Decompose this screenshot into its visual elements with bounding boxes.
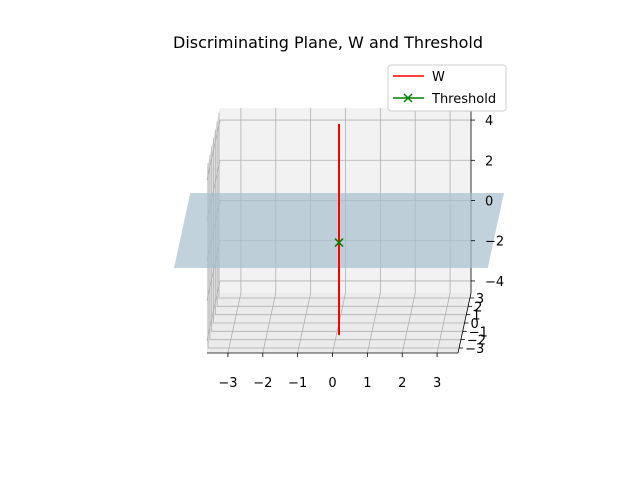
series-layer [334, 123, 344, 336]
x-tick-label: 3 [433, 376, 441, 391]
y-grid-line [218, 113, 470, 299]
x-grid-line [332, 108, 346, 354]
y-tick-label: −3 [465, 342, 484, 357]
x-grid-line [401, 108, 416, 354]
y-tick-label: −1 [469, 325, 488, 340]
threshold-marker [334, 238, 344, 248]
legend-threshold-label: Threshold [431, 92, 496, 107]
y-tick-label: 0 [471, 317, 479, 332]
z-tick-label: −4 [485, 275, 504, 290]
z-tick-label: −2 [485, 235, 504, 250]
x-tick-label: −3 [218, 376, 237, 391]
y-tick-label: 1 [472, 309, 480, 324]
x-grid-line [262, 108, 277, 354]
x-grid-line [436, 108, 451, 354]
x-tick-label: 1 [363, 376, 371, 391]
x-tick-label: 0 [328, 376, 336, 391]
y-grid-line [214, 129, 467, 316]
legend: W Threshold [387, 64, 507, 112]
threshold-marker-stroke [334, 238, 344, 248]
z-tick-label: 0 [485, 195, 493, 210]
y-tick-label: 3 [476, 292, 484, 307]
chart-title: Discriminating Plane, W and Threshold [173, 33, 483, 52]
y-tick-label: 2 [474, 300, 482, 315]
x-tick-label: 2 [398, 376, 406, 391]
z-grid-line [206, 119, 471, 181]
x-tick-label: −1 [288, 376, 307, 391]
x-grid-line [297, 108, 312, 354]
z-tick-label: 2 [485, 154, 493, 169]
z-grid-line [206, 280, 471, 342]
x-grid-line [366, 108, 381, 354]
y-grid-line [216, 121, 469, 307]
x-tick-label: −2 [253, 376, 272, 391]
legend-threshold-marker [403, 93, 413, 103]
legend-w-label: W [432, 70, 445, 85]
x-grid-line [227, 108, 242, 354]
y-tick-label: −2 [467, 334, 486, 349]
z-tick-label: 4 [485, 114, 493, 129]
